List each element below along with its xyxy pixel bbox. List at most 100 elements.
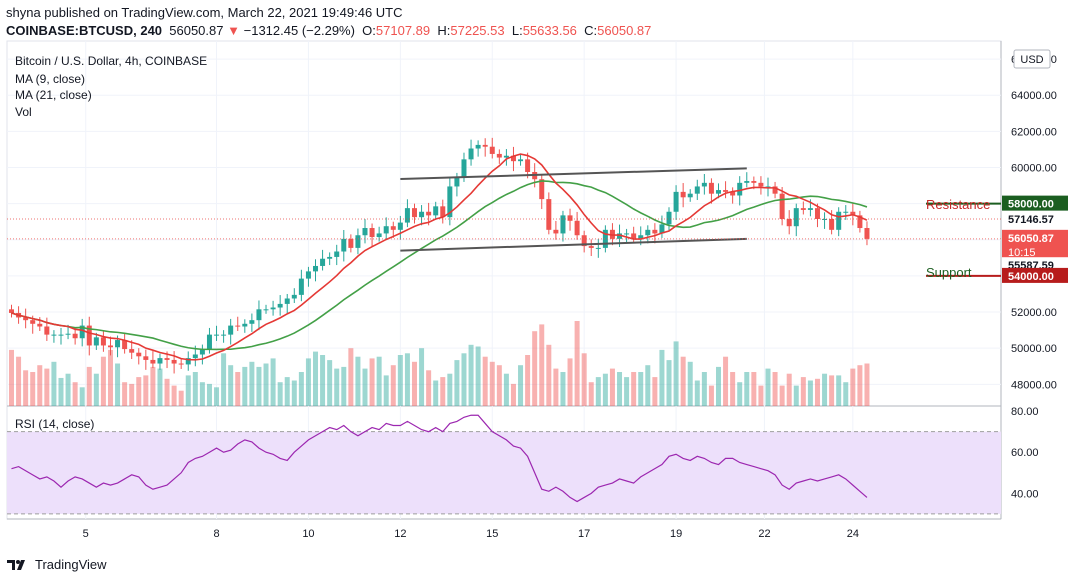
candle-body (235, 325, 241, 327)
high-value: 57225.53 (450, 23, 505, 38)
volume-bar (9, 349, 14, 406)
rsi-line (11, 414, 868, 503)
volume-bar (284, 377, 290, 406)
candle-body (383, 226, 389, 234)
last-price-tag: 56050.87 (1008, 233, 1054, 245)
volume-bar (122, 382, 128, 406)
volume-bar (482, 356, 488, 406)
volume-bar (411, 361, 417, 406)
candle-body (9, 309, 14, 313)
volume-bar (546, 344, 552, 406)
volume-bar (30, 372, 36, 406)
candle-body (426, 211, 432, 216)
volume-bar (433, 380, 439, 406)
volume-bar (334, 368, 340, 406)
volume-bar (150, 366, 156, 406)
candle-body (298, 278, 304, 295)
candle-body (270, 307, 276, 310)
volume-bar (737, 382, 743, 406)
candle-body (595, 247, 601, 249)
close-label: C: (584, 23, 598, 38)
candle-body (496, 153, 502, 158)
candle-body (468, 148, 474, 160)
candle-body (249, 320, 255, 324)
volume-bar (723, 356, 729, 406)
candle-body (433, 206, 439, 216)
volume-bar (23, 370, 29, 406)
volume-bar (744, 372, 750, 406)
volume-bar (164, 378, 170, 406)
candle-body (574, 220, 580, 236)
volume-bar (447, 373, 453, 406)
candle-body (355, 235, 361, 248)
candle-body (178, 363, 184, 365)
currency-button[interactable] (1013, 49, 1051, 69)
currency-label: USD (1020, 54, 1043, 66)
candle-body (510, 155, 516, 162)
volume-bar (242, 366, 248, 406)
volume-bar (716, 366, 721, 406)
moving-averages (11, 153, 868, 361)
tradingview-logo-icon (7, 560, 25, 570)
candle-body (793, 208, 799, 227)
candle-body (404, 208, 410, 223)
volume-bar (16, 356, 22, 406)
volume-bar (850, 368, 856, 406)
candle-body (51, 334, 57, 336)
ma9-price-tag: 57146.57 (1008, 214, 1054, 226)
candle-body (701, 182, 707, 187)
volume-bar (595, 377, 601, 406)
volume-bar (553, 368, 559, 406)
volume-bar (461, 353, 467, 406)
volume-bar (440, 377, 446, 406)
volume-bar (199, 382, 205, 406)
price-tick-label: 48000.00 (1011, 379, 1057, 391)
candle-body (730, 191, 736, 196)
volume-bar (129, 383, 135, 406)
volume-bar (560, 372, 566, 406)
volume-bar (192, 372, 198, 406)
candle-body (659, 224, 665, 234)
down-arrow-icon: ▼ (227, 23, 240, 38)
candle-body (100, 337, 106, 346)
candle-body (136, 352, 142, 357)
candle-body (93, 337, 99, 346)
rsi-tick-label: 40.00 (1011, 488, 1039, 500)
time-tick-label: 12 (394, 528, 406, 540)
legend-rsi: RSI (14, close) (15, 417, 94, 431)
volume-bar (355, 356, 361, 406)
volume-bar (751, 372, 757, 406)
candle-body (221, 334, 227, 336)
candle-body (37, 323, 43, 327)
volume-bar (171, 385, 177, 406)
candle-body (864, 228, 870, 239)
candle-body (503, 155, 509, 158)
candle-body (723, 190, 729, 192)
volume-bar (786, 373, 792, 406)
time-tick-label: 15 (486, 528, 498, 540)
volume-bar (475, 346, 481, 406)
volume-bar (574, 321, 580, 406)
candle-body (192, 354, 198, 359)
volume-bar (37, 365, 43, 406)
volume-bar (419, 348, 425, 406)
resistance-price-tag-bg (1002, 195, 1068, 211)
time-tick-label: 22 (758, 528, 770, 540)
volume-bar (602, 373, 608, 406)
footer-brand[interactable]: TradingView (6, 556, 107, 572)
candle-body (65, 333, 71, 335)
candle-body (814, 208, 820, 219)
volume-bar (136, 377, 142, 406)
candle-body (489, 146, 495, 154)
volume-bar (581, 353, 587, 406)
volume-bar (58, 377, 64, 406)
support-price-tag: 54000.00 (1008, 271, 1054, 283)
channel-lower-line (400, 237, 747, 252)
volume-bar (609, 368, 615, 406)
time-tick-label: 5 (83, 528, 89, 540)
volume-bar (362, 368, 368, 406)
candle-body (857, 215, 863, 229)
candle-body (850, 211, 856, 216)
volume-bar (779, 385, 785, 406)
